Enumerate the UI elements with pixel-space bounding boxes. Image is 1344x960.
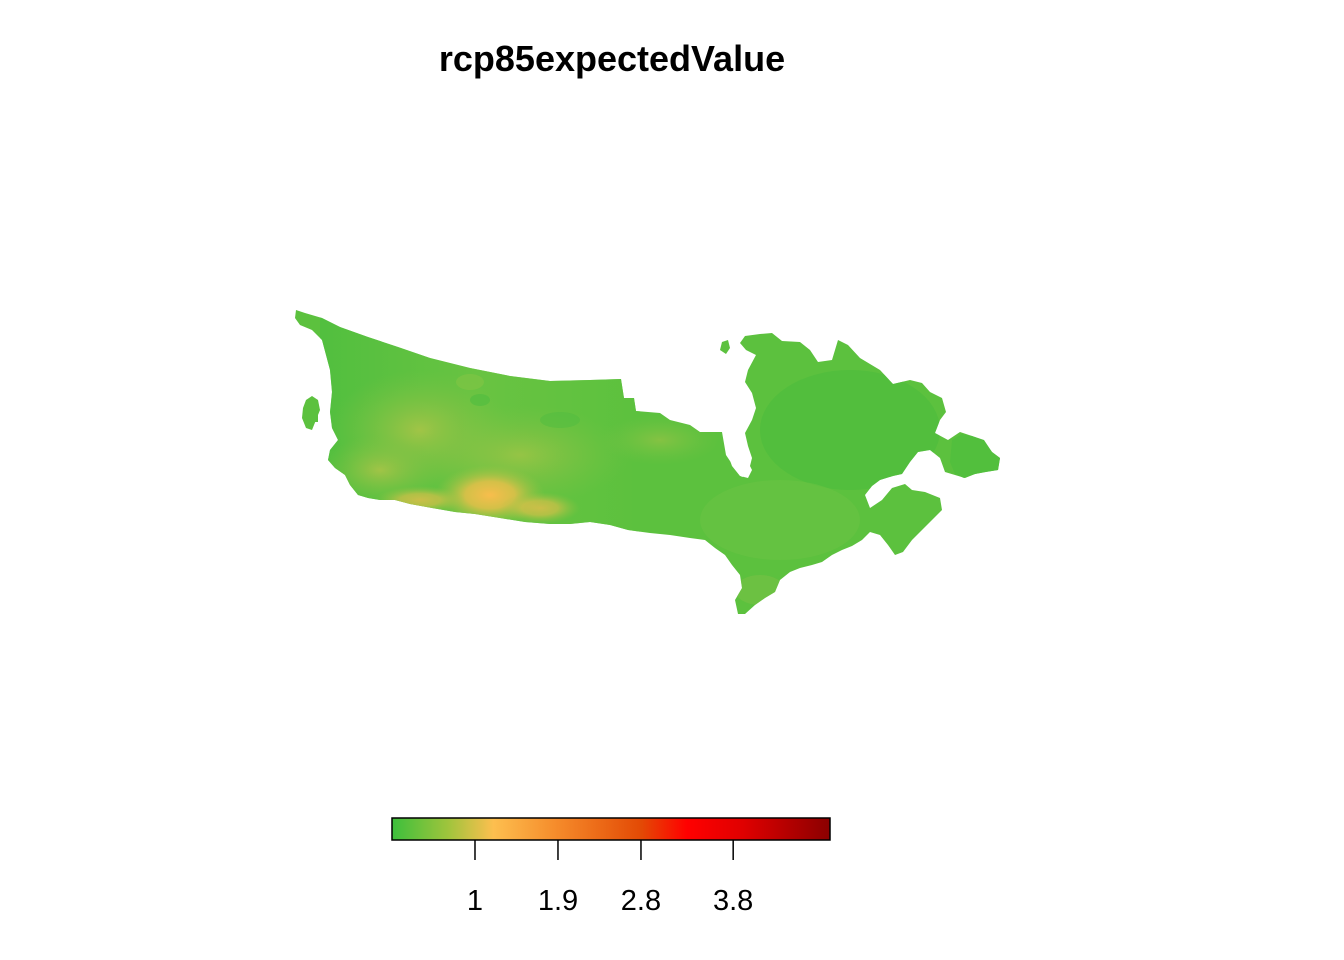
vancouver-island bbox=[302, 396, 320, 430]
island-northwest bbox=[312, 412, 318, 422]
legend-color-bar bbox=[391, 817, 831, 841]
water-body bbox=[727, 432, 752, 478]
map-title: rcp85expectedValue bbox=[438, 38, 786, 79]
legend-tick-label: 2.8 bbox=[621, 885, 661, 917]
legend-tick-label: 1 bbox=[467, 885, 483, 917]
legend-ticks: 1 1.9 2.8 3.8 bbox=[467, 840, 753, 917]
newfoundland bbox=[950, 434, 1000, 478]
island-north bbox=[720, 340, 730, 354]
legend-tick-label: 3.8 bbox=[713, 885, 753, 917]
legend-tick-label: 1.9 bbox=[538, 885, 578, 917]
